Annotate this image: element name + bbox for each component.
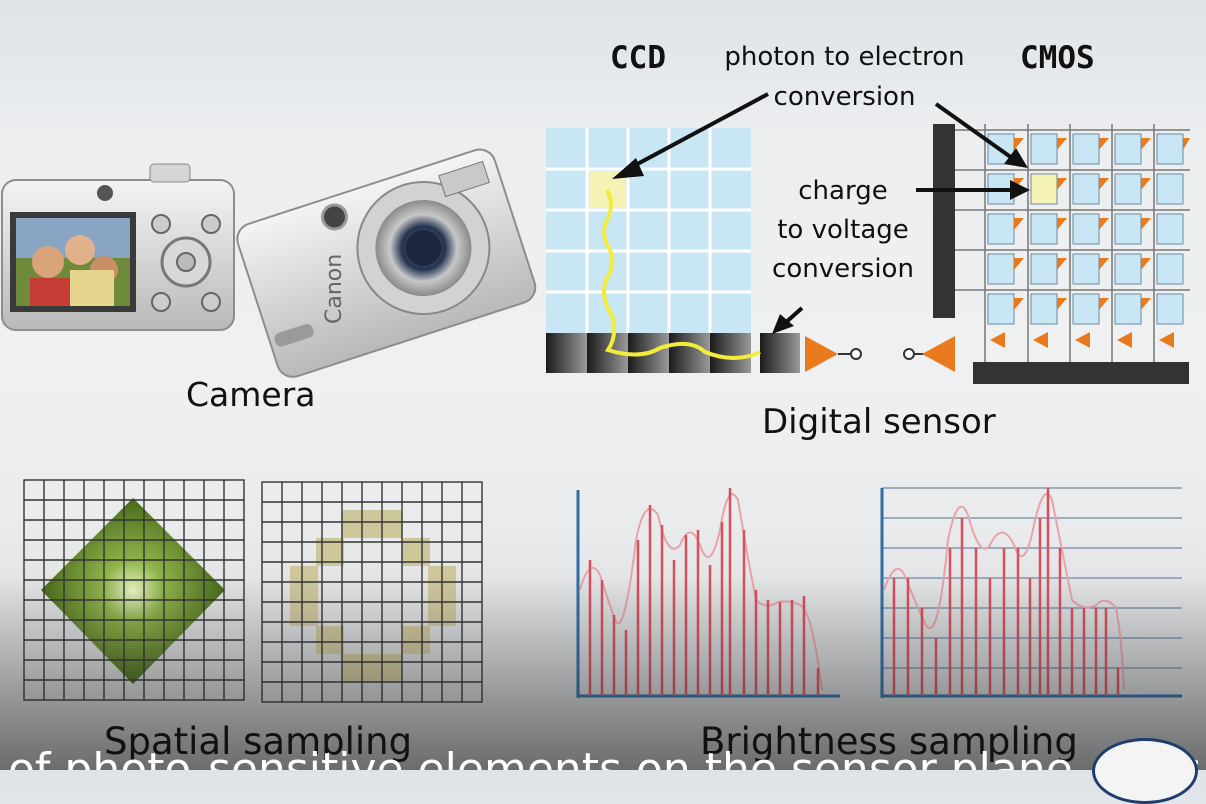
spatial-sampling-caption: Spatial sampling: [104, 720, 413, 763]
diagram-canvas: Canon: [1, 92, 1190, 703]
spatial-sampling-continuous: [23, 479, 245, 701]
charge-conversion-label: charge to voltage conversion: [758, 172, 928, 289]
charge-conversion-line-1: charge: [798, 176, 888, 206]
svg-text:Canon: Canon: [322, 254, 347, 324]
brightness-sampling-discrete: [880, 487, 1182, 698]
photon-conversion-line-2: conversion: [773, 82, 916, 112]
amplifier-icon: [922, 336, 955, 372]
cmos-sensor: [903, 124, 1190, 384]
video-subtitle: of photo-sensitive elements on the senso…: [8, 750, 1198, 770]
charge-conversion-line-2: to voltage: [777, 215, 909, 245]
charge-conversion-line-3: conversion: [772, 254, 914, 284]
cmos-label: CMOS: [1020, 40, 1095, 76]
brightness-sampling-continuous: [576, 488, 840, 698]
annotation-arrows: [612, 92, 1030, 334]
ccd-sensor: [546, 128, 862, 373]
photon-conversion-label: photon to electron conversion: [712, 37, 977, 117]
digital-sensor-caption: Digital sensor: [762, 402, 996, 442]
brightness-sampling-caption: Brightness sampling: [700, 720, 1078, 763]
camera-caption: Camera: [186, 375, 316, 414]
amplifier-icon: [805, 336, 838, 372]
camera-illustration: Canon: [1, 148, 537, 378]
spatial-sampling-discrete: [261, 481, 483, 703]
ccd-label: CCD: [610, 40, 666, 76]
photon-conversion-line-1: photon to electron: [724, 42, 965, 72]
channel-logo-icon: [1092, 738, 1198, 804]
